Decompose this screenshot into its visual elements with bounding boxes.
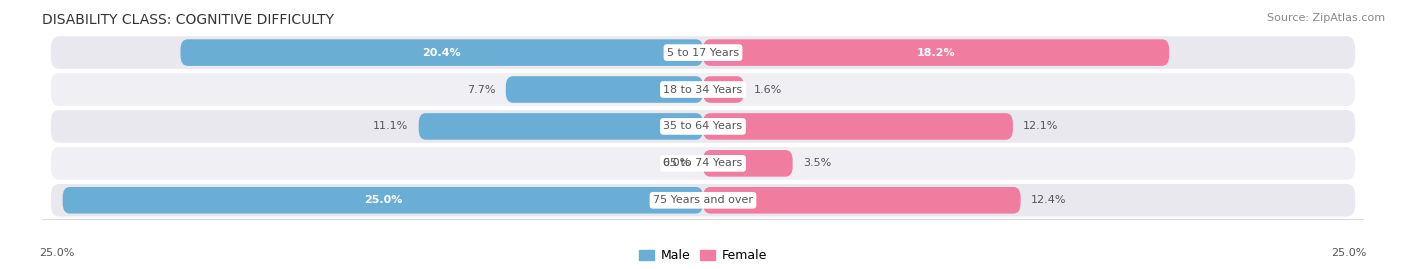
Legend: Male, Female: Male, Female [634, 244, 772, 267]
FancyBboxPatch shape [703, 187, 1021, 214]
FancyBboxPatch shape [49, 109, 1357, 144]
FancyBboxPatch shape [49, 146, 1357, 181]
FancyBboxPatch shape [49, 35, 1357, 70]
Text: 18 to 34 Years: 18 to 34 Years [664, 84, 742, 94]
Text: 25.0%: 25.0% [39, 248, 75, 258]
Text: 20.4%: 20.4% [422, 48, 461, 58]
Text: 5 to 17 Years: 5 to 17 Years [666, 48, 740, 58]
FancyBboxPatch shape [703, 150, 793, 177]
Text: Source: ZipAtlas.com: Source: ZipAtlas.com [1267, 13, 1385, 23]
FancyBboxPatch shape [703, 39, 1170, 66]
Text: 1.6%: 1.6% [754, 84, 783, 94]
FancyBboxPatch shape [63, 187, 703, 214]
Text: 25.0%: 25.0% [364, 195, 402, 205]
Text: 12.4%: 12.4% [1031, 195, 1066, 205]
Text: 25.0%: 25.0% [1331, 248, 1367, 258]
Text: 11.1%: 11.1% [373, 121, 409, 132]
Text: 75 Years and over: 75 Years and over [652, 195, 754, 205]
FancyBboxPatch shape [703, 113, 1012, 140]
Text: 7.7%: 7.7% [467, 84, 495, 94]
Text: 3.5%: 3.5% [803, 158, 831, 168]
Text: 0.0%: 0.0% [662, 158, 690, 168]
FancyBboxPatch shape [506, 76, 703, 103]
Text: 35 to 64 Years: 35 to 64 Years [664, 121, 742, 132]
Text: 12.1%: 12.1% [1024, 121, 1059, 132]
FancyBboxPatch shape [49, 183, 1357, 218]
Text: 65 to 74 Years: 65 to 74 Years [664, 158, 742, 168]
FancyBboxPatch shape [180, 39, 703, 66]
FancyBboxPatch shape [419, 113, 703, 140]
FancyBboxPatch shape [703, 76, 744, 103]
Text: 18.2%: 18.2% [917, 48, 956, 58]
FancyBboxPatch shape [49, 72, 1357, 107]
Text: DISABILITY CLASS: COGNITIVE DIFFICULTY: DISABILITY CLASS: COGNITIVE DIFFICULTY [42, 13, 335, 27]
